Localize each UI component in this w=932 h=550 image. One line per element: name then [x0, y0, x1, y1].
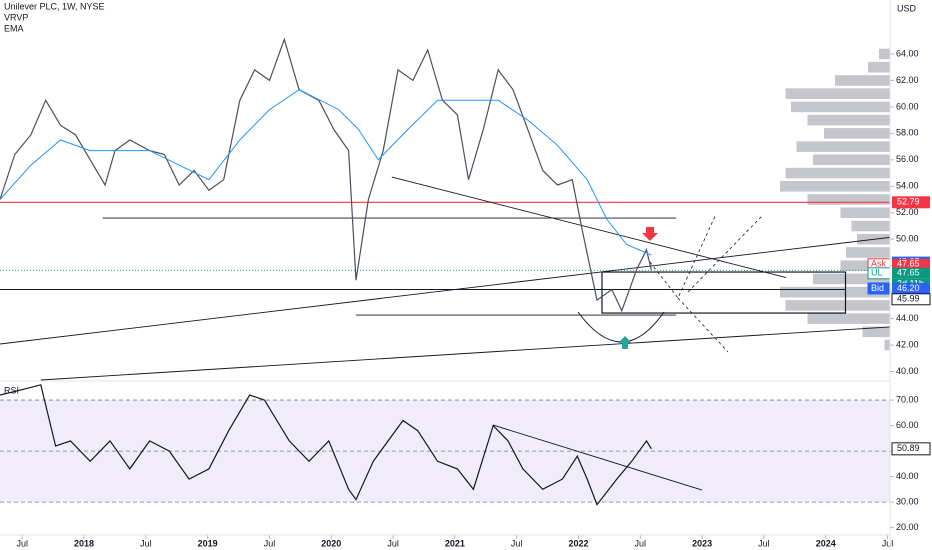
profile-bar [807, 194, 890, 205]
trend-line [493, 424, 703, 491]
profile-bar [813, 154, 890, 166]
profile-bar [840, 207, 890, 219]
trend-line [40, 326, 891, 381]
profile-bar [807, 313, 890, 324]
y-tick-label: 30.00 [896, 496, 919, 506]
y-tick-label: 62.00 [896, 75, 919, 85]
projection-arrows [649, 213, 763, 353]
x-tick-label: Jul [511, 538, 523, 548]
y-tick-label: 20.00 [896, 522, 919, 532]
name-tag-label: UL [871, 268, 883, 278]
x-tick-label: 2018 [74, 538, 94, 548]
price-tag-label: 47.65 [897, 268, 920, 278]
profile-bar [791, 101, 890, 113]
profile-bar [840, 260, 890, 271]
profile-bar [780, 286, 890, 298]
series-line [0, 37, 652, 313]
price-tag [892, 267, 930, 279]
x-tick-label: Jul [635, 538, 647, 548]
price-tag-label: 52.79 [897, 197, 920, 207]
series-line [0, 89, 652, 256]
y-tick-label: 60.00 [896, 420, 919, 430]
profile-bar [862, 326, 890, 338]
indicator-name: EMA [4, 23, 24, 33]
profile-bar [780, 181, 890, 192]
y-tick-label: 52.00 [896, 207, 919, 217]
price-tag [892, 282, 930, 294]
name-tag-label: Bid [871, 283, 884, 293]
x-tick-label: Jul [387, 538, 399, 548]
chart-title: Unilever PLC, 1W, NYSE [4, 1, 105, 11]
x-tick-label: 2019 [198, 538, 218, 548]
y-tick-label: 70.00 [896, 394, 919, 404]
y-tick-label: 40.00 [896, 471, 919, 481]
price-tag-label: 46.20 [897, 283, 920, 293]
profile-bar [785, 167, 890, 179]
projection [677, 297, 729, 353]
y-tick-label: 56.00 [896, 154, 919, 164]
x-tick-label: 2020 [321, 538, 341, 548]
x-tick-label: 2024 [816, 538, 836, 548]
profile-bar [824, 128, 890, 139]
profile-bar [868, 61, 890, 73]
price-tag [892, 258, 930, 270]
y-tick-label: 60.00 [896, 101, 919, 111]
x-tick-label: Jul [882, 538, 894, 548]
profile-bar [846, 247, 890, 258]
x-tick-label: Jul [16, 538, 28, 548]
profile-bar [807, 114, 890, 126]
y-tick-label: 58.00 [896, 128, 919, 138]
price-tag [891, 293, 931, 306]
name-tag-label: Ask [871, 259, 887, 269]
x-tick-label: Jul [140, 538, 152, 548]
trend-line [391, 176, 787, 279]
profile-bar [884, 339, 890, 351]
y-tick-label: 40.00 [896, 366, 919, 376]
box-drawing [601, 271, 847, 314]
profile-bar [835, 75, 890, 86]
y-tick-label: 50.00 [896, 234, 919, 244]
y-tick-label: 64.00 [896, 48, 919, 58]
x-tick-label: 2021 [445, 538, 465, 548]
x-tick-label: 2023 [692, 538, 712, 548]
value-label: 50.89 [897, 443, 920, 453]
y-tick-label: 44.00 [896, 313, 919, 323]
profile-bar [785, 300, 890, 311]
price-tag [892, 196, 930, 209]
value-tag [891, 442, 931, 456]
indicator-name: VRVP [4, 12, 28, 22]
x-tick-label: 2022 [568, 538, 588, 548]
profile-bar [796, 141, 890, 152]
pane-title: RSI [4, 385, 19, 395]
up-arrow [618, 336, 632, 349]
y-tick-label: 54.00 [896, 181, 919, 191]
x-tick-label: Jul [758, 538, 770, 548]
y-tick-label: 42.00 [896, 339, 919, 349]
profile-bar [851, 220, 890, 232]
profile-bar [785, 88, 890, 99]
series-line [0, 384, 652, 506]
x-tick-label: Jul [264, 538, 276, 548]
down-arrow [642, 227, 658, 241]
currency: USD [897, 3, 917, 13]
profile-bar [879, 48, 890, 60]
price-tag-label: 45.99 [897, 294, 920, 304]
trend-line [0, 236, 891, 345]
price-tag-label: 47.65 [897, 259, 920, 269]
profile-bar [813, 273, 890, 285]
